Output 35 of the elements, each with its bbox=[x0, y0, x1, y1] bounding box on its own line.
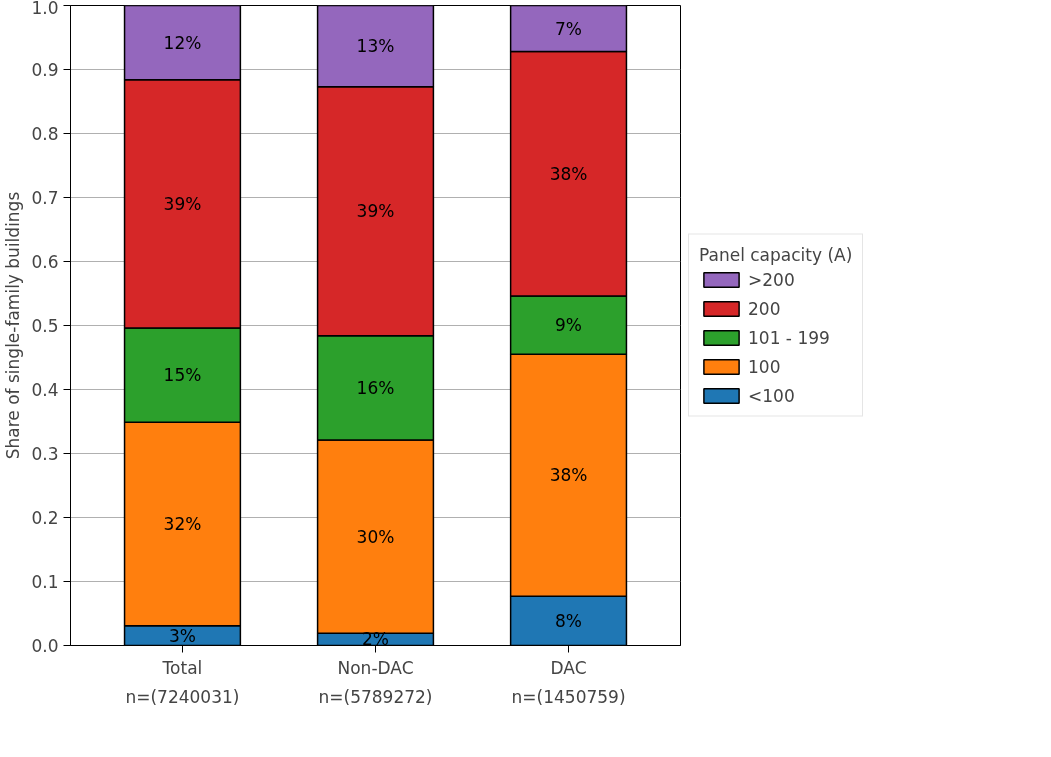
data-label: 12% bbox=[163, 32, 202, 53]
data-label: 8% bbox=[555, 610, 583, 631]
data-label: 9% bbox=[555, 315, 583, 336]
legend-label: >200 bbox=[748, 269, 795, 290]
y-axis-title: Share of single-family buildings bbox=[3, 191, 24, 460]
y-tick-label: 0.2 bbox=[31, 508, 59, 528]
legend-label: 101 - 199 bbox=[748, 327, 830, 348]
data-label: 13% bbox=[356, 36, 395, 57]
legend-label: 100 bbox=[748, 356, 781, 377]
data-label: 16% bbox=[356, 377, 395, 398]
y-tick-label: 0.8 bbox=[31, 124, 59, 144]
data-label: 15% bbox=[163, 365, 202, 386]
data-label: 30% bbox=[356, 526, 395, 547]
legend-label: <100 bbox=[748, 385, 795, 406]
data-label: 7% bbox=[555, 18, 583, 39]
y-tick-label: 0.0 bbox=[31, 636, 59, 656]
data-label: 39% bbox=[163, 193, 202, 214]
y-tick-label: 0.7 bbox=[31, 188, 59, 208]
y-tick-label: 0.5 bbox=[31, 316, 59, 336]
legend-title: Panel capacity (A) bbox=[699, 244, 853, 265]
category-label: DAC n=(1450759) bbox=[511, 657, 626, 707]
category-label: Non-DAC n=(5789272) bbox=[318, 657, 433, 707]
legend-label: 200 bbox=[748, 298, 781, 319]
y-tick-label: 0.6 bbox=[31, 252, 59, 272]
data-label: 38% bbox=[549, 163, 588, 184]
y-tick-label: 0.1 bbox=[31, 572, 59, 592]
y-tick-label: 0.9 bbox=[31, 60, 59, 80]
y-tick-label: 1.0 bbox=[31, 0, 59, 18]
y-tick-label: 0.3 bbox=[31, 444, 59, 464]
data-label: 38% bbox=[549, 465, 588, 486]
category-label: Total n=(7240031) bbox=[125, 657, 240, 707]
data-label: 39% bbox=[356, 201, 395, 222]
data-label: 3% bbox=[168, 625, 196, 646]
data-label: 32% bbox=[163, 513, 202, 534]
y-tick-label: 0.4 bbox=[31, 380, 59, 400]
